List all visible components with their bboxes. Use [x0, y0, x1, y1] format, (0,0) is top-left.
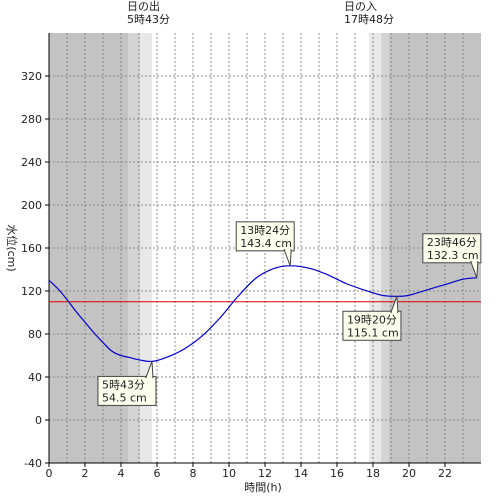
y-tick-label: 240 [21, 156, 42, 169]
x-tick-label: 2 [82, 467, 89, 480]
x-tick-label: 8 [190, 467, 197, 480]
sunrise-time: 5時43分 [127, 13, 170, 26]
y-tick-label: -40 [24, 457, 42, 470]
x-tick-label: 6 [154, 467, 161, 480]
x-tick-label: 10 [222, 467, 236, 480]
x-tick-label: 12 [258, 467, 272, 480]
y-tick-label: 80 [28, 328, 42, 341]
callout-value: 54.5 cm [102, 391, 147, 404]
callout-value: 132.3 cm [427, 249, 479, 262]
sunrise-title: 日の出 [127, 0, 160, 13]
x-tick-label: 20 [402, 467, 416, 480]
x-tick-label: 16 [330, 467, 344, 480]
x-tick-label: 22 [438, 467, 452, 480]
y-axis-title: 水位(cm) [5, 224, 19, 271]
callout-value: 143.4 cm [240, 237, 292, 250]
callout-time: 23時46分 [427, 236, 477, 249]
y-tick-label: 120 [21, 285, 42, 298]
callout-time: 5時43分 [102, 378, 145, 391]
x-axis-title: 時間(h) [244, 481, 282, 494]
y-tick-label: 160 [21, 242, 42, 255]
dusk-band-1 [369, 33, 382, 463]
x-tick-label: 0 [46, 467, 53, 480]
x-tick-label: 18 [366, 467, 380, 480]
y-tick-label: 320 [21, 70, 42, 83]
callout-box [97, 375, 157, 406]
y-tick-label: 0 [35, 414, 42, 427]
callout-time: 19時20分 [347, 313, 397, 326]
callout-box [342, 310, 402, 341]
callout-time: 13時24分 [240, 224, 290, 237]
callout-box [235, 221, 295, 252]
callout-value: 115.1 cm [347, 326, 399, 339]
y-tick-label: 280 [21, 113, 42, 126]
axes: -40 0 40 80 120 160 200 240 280 320 0 2 4 6 8 10 12 14 16 1… [21, 33, 481, 480]
y-tick-label: 200 [21, 199, 42, 212]
x-tick-label: 14 [294, 467, 308, 480]
x-tick-label: 4 [118, 467, 125, 480]
sunset-time: 17時48分 [344, 13, 394, 26]
sunset-title: 日の入 [344, 0, 377, 13]
y-tick-label: 40 [28, 371, 42, 384]
callout-box [422, 233, 482, 264]
